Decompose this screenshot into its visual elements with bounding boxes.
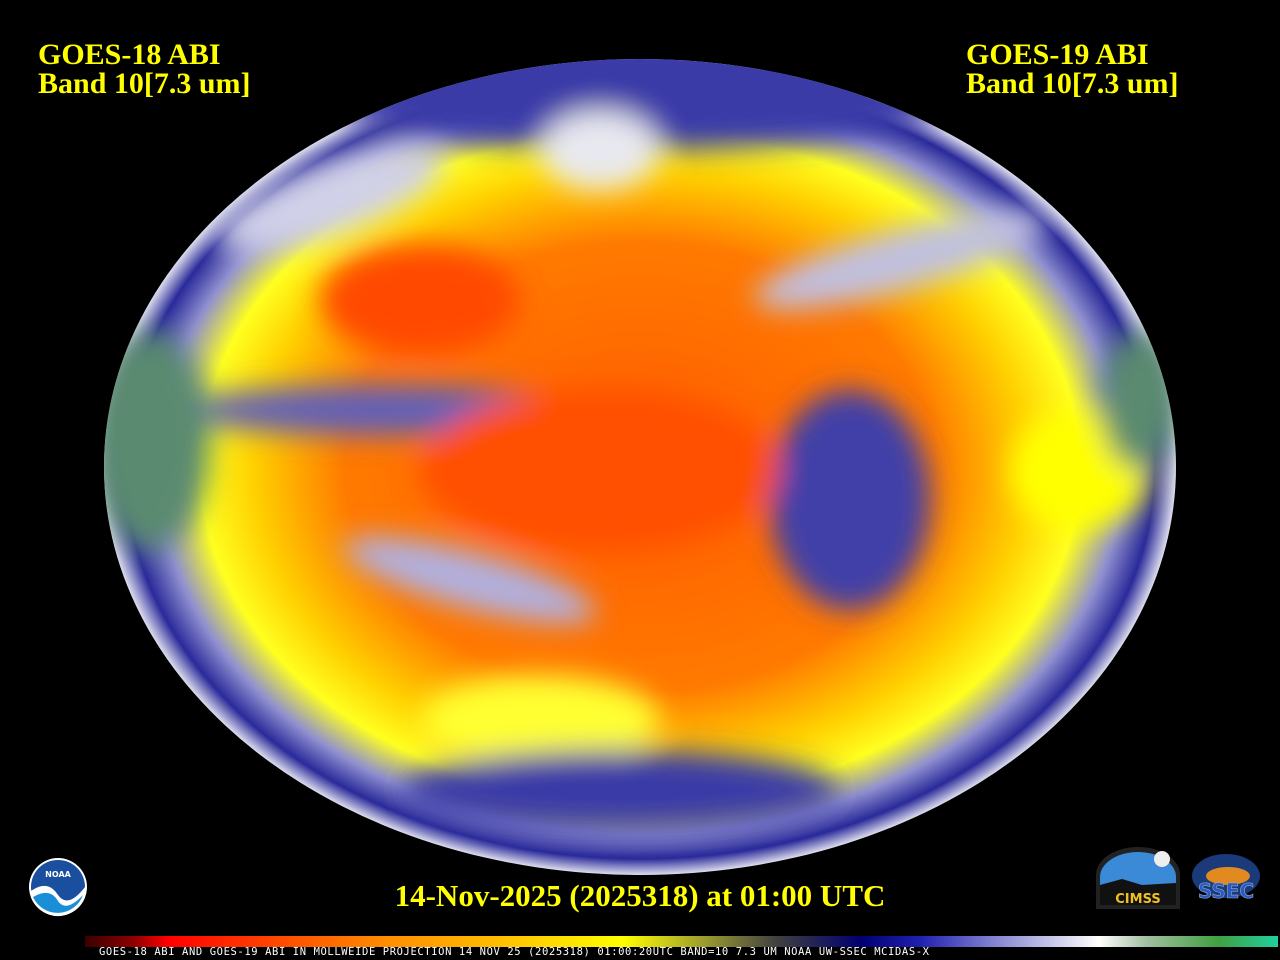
left-satellite-title: GOES-18 ABI Band 10[7.3 um] [38, 38, 251, 100]
svg-text:SSEC: SSEC [1198, 879, 1254, 903]
colorbar [85, 936, 1278, 947]
right-satellite-title: GOES-19 ABI Band 10[7.3 um] [966, 38, 1179, 100]
colorbar-caption: GOES-18 ABI AND GOES-19 ABI IN MOLLWEIDE… [99, 946, 930, 958]
left-band-label: Band 10[7.3 um] [38, 67, 251, 100]
right-band-label: Band 10[7.3 um] [966, 67, 1179, 100]
svg-text:CIMSS: CIMSS [1115, 892, 1160, 907]
ssec-logo: SSEC [1192, 854, 1260, 903]
right-satellite-name: GOES-19 ABI [966, 38, 1149, 71]
date-label: 14-Nov-2025 (2025318) at 01:00 UTC [394, 878, 886, 913]
cimss-logo: CIMSS [1096, 847, 1180, 909]
noaa-logo: NOAA [29, 858, 87, 917]
left-satellite-name: GOES-18 ABI [38, 38, 221, 71]
svg-text:NOAA: NOAA [45, 870, 71, 879]
